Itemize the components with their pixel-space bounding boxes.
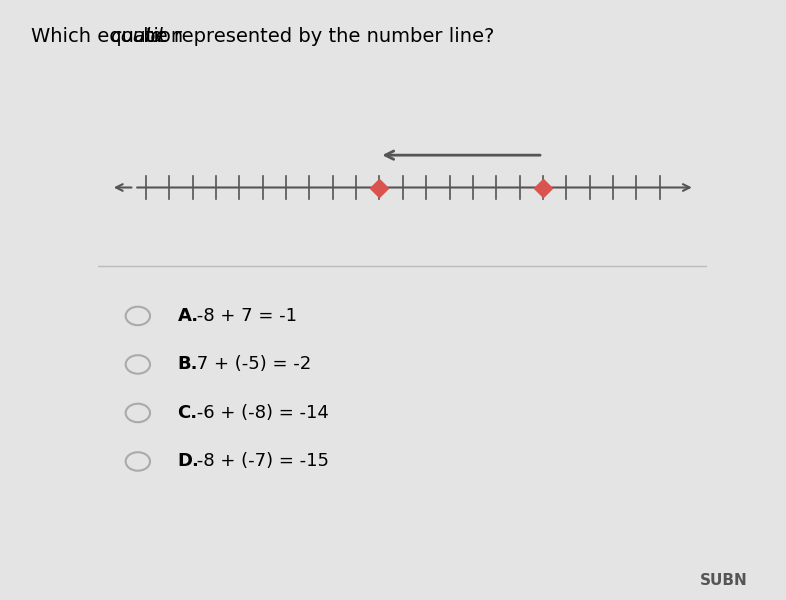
Text: B.: B. (178, 355, 198, 373)
Text: D.: D. (178, 452, 200, 470)
Text: -8 + (-7) = -15: -8 + (-7) = -15 (191, 452, 329, 470)
Text: 7 + (-5) = -2: 7 + (-5) = -2 (191, 355, 311, 373)
Text: could: could (110, 27, 163, 46)
Text: -6 + (-8) = -14: -6 + (-8) = -14 (191, 404, 329, 422)
Text: Which equation: Which equation (31, 27, 189, 46)
Text: -8 + 7 = -1: -8 + 7 = -1 (191, 307, 297, 325)
Text: SUBN: SUBN (700, 573, 747, 588)
Text: A.: A. (178, 307, 199, 325)
Text: C.: C. (178, 404, 197, 422)
Text: be represented by the number line?: be represented by the number line? (137, 27, 494, 46)
